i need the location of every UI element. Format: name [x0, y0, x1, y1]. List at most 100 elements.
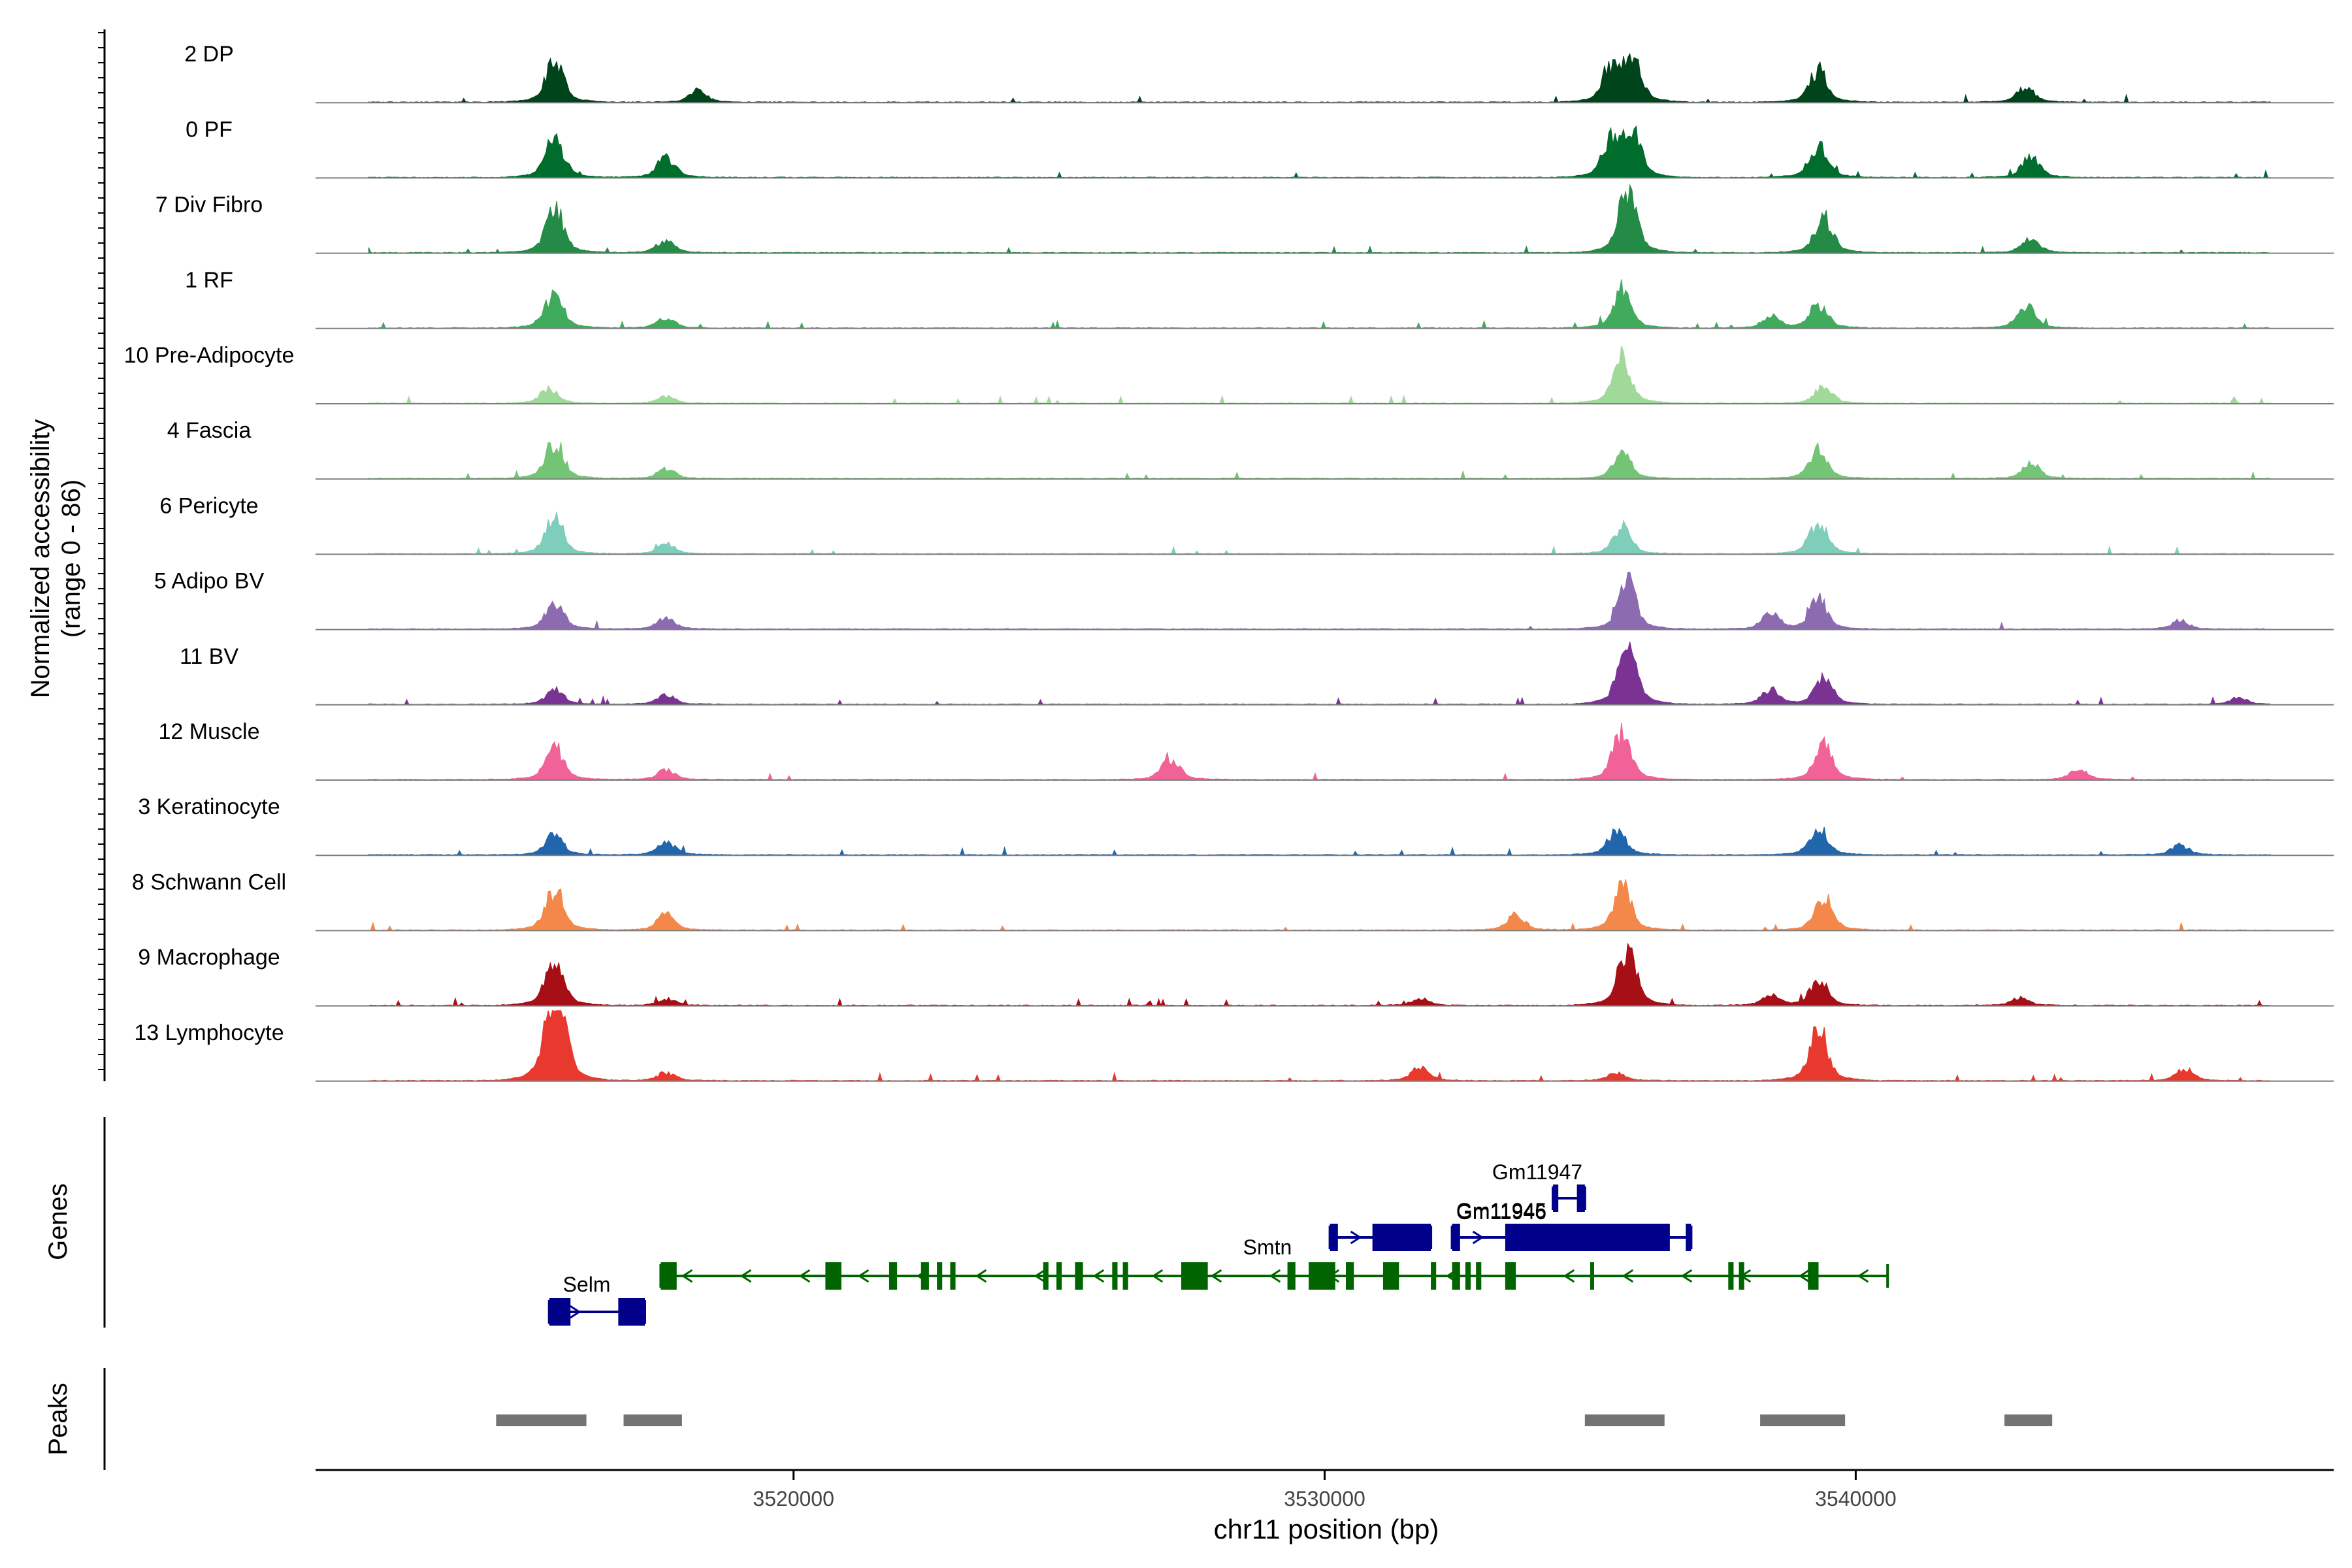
track-label: 9 Macrophage [138, 945, 280, 970]
gene-exon [889, 1262, 898, 1290]
gene-model: Gm11947 [1492, 1160, 1586, 1212]
gene-exon [1808, 1262, 1819, 1290]
strand-arrow [1034, 1269, 1046, 1283]
x-tick-label: 3520000 [753, 1487, 834, 1511]
gene-exon [1505, 1224, 1670, 1251]
gene-exon [1431, 1262, 1437, 1290]
coverage-area [368, 125, 2271, 178]
gene-exon [1452, 1262, 1460, 1290]
gene-exon [1590, 1262, 1594, 1290]
gene-label: Selm [563, 1273, 611, 1296]
coverage-area [368, 279, 2271, 330]
coverage-area [368, 442, 2271, 480]
x-axis-label: chr11 position (bp) [1214, 1514, 1439, 1544]
gene-exon [921, 1262, 929, 1290]
gene-exon [950, 1262, 956, 1290]
track-label: 12 Muscle [159, 719, 260, 744]
gene-exon [1465, 1262, 1471, 1290]
coverage-area [368, 723, 2271, 781]
peak-region [2004, 1414, 2053, 1426]
track-label: 8 Schwann Cell [132, 870, 286, 894]
strand-arrow [681, 1269, 693, 1283]
gene-exon [549, 1298, 571, 1326]
strand-arrow [1857, 1269, 1869, 1283]
track-label: 3 Keratinocyte [138, 794, 280, 819]
coverage-track: 8 Schwann Cell [132, 870, 2334, 932]
coverage-area [368, 1010, 2271, 1082]
coverage-area [368, 572, 2271, 630]
gene-exon [1043, 1262, 1049, 1290]
x-tick-label: 3530000 [1284, 1487, 1365, 1511]
track-label: 13 Lymphocyte [134, 1021, 284, 1045]
x-axis: 3520000 3530000 3540000 [316, 1469, 2334, 1511]
strand-arrow [1092, 1269, 1105, 1283]
coverage-track: 1 RF [185, 268, 2334, 330]
coverage-track: 5 Adipo BV [154, 569, 2334, 630]
strand-arrow [1350, 1230, 1362, 1245]
peaks-panel [103, 1368, 2053, 1470]
coverage-track: 6 Pericyte [159, 493, 2334, 555]
coverage-track: 10 Pre-Adipocyte [124, 343, 2334, 404]
strand-arrow [1622, 1269, 1634, 1283]
strand-arrow [975, 1269, 987, 1283]
strand-arrow [1563, 1269, 1575, 1283]
coverage-area [368, 346, 2271, 404]
gene-label-overlap: Gm11946 [1456, 1200, 1546, 1224]
gene-exon [1505, 1262, 1516, 1290]
gene-exon [1739, 1262, 1744, 1290]
peak-region [1584, 1414, 1665, 1426]
peak-region [623, 1414, 682, 1426]
strand-arrow [857, 1269, 870, 1283]
track-label: 7 Div Fibro [155, 193, 263, 218]
gene-exon [1122, 1262, 1128, 1290]
coverage-area [368, 512, 2271, 555]
gene-exon [1075, 1262, 1083, 1290]
coverage-track: 11 BV [180, 642, 2334, 706]
y-axis-label-line1: Normalized accessibility [26, 419, 55, 698]
coverage-track: 13 Lymphocyte [134, 1010, 2334, 1082]
coverage-track: 3 Keratinocyte [138, 794, 2334, 857]
track-label: 4 Fascia [167, 418, 252, 443]
gene-label: Smtn [1243, 1235, 1292, 1259]
gene-exon [1576, 1184, 1585, 1212]
y-axis-label-line2: (range 0 - 86) [57, 480, 86, 638]
gene-exon [1372, 1224, 1431, 1251]
strand-arrow [740, 1269, 752, 1283]
genes-panel: Selm Smtn Gm11945 Gm11947 Gm11946 [103, 1117, 1889, 1328]
coverage-track: 4 Fascia [167, 418, 2334, 480]
gene-exon [1287, 1262, 1296, 1290]
gene-model: Smtn [659, 1235, 1889, 1290]
strand-arrow [1472, 1230, 1484, 1245]
peaks-panel-label: Peaks [44, 1382, 73, 1455]
track-label: 5 Adipo BV [154, 569, 265, 594]
coverage-area [368, 642, 2271, 706]
coverage-panel: 2 DP 0 PF 7 Div Fibro 1 RF 10 Pre-Adipocyte 4… [98, 29, 2334, 1082]
gene-exon [1056, 1262, 1062, 1290]
gene-exon [1382, 1262, 1399, 1290]
gene-exon [1330, 1224, 1338, 1251]
gene-exon [825, 1262, 841, 1290]
track-label: 6 Pericyte [159, 493, 258, 518]
coverage-area [368, 942, 2271, 1007]
coverage-area [368, 826, 2271, 856]
gene-exon [618, 1298, 645, 1326]
gene-exon [1181, 1262, 1208, 1290]
coverage-area [368, 879, 2271, 931]
gene-model: Selm [547, 1273, 646, 1326]
gene-exon [1553, 1184, 1559, 1212]
track-label: 2 DP [184, 42, 234, 67]
peak-region [1760, 1414, 1846, 1426]
gene-exon [661, 1262, 677, 1290]
coverage-track: 7 Div Fibro [155, 184, 2334, 254]
track-label: 10 Pre-Adipocyte [124, 343, 295, 368]
gene-label: Gm11947 [1492, 1160, 1582, 1184]
strand-arrow [1269, 1269, 1281, 1283]
gene-exon [1686, 1224, 1691, 1251]
gene-model: Gm11945 [1450, 1199, 1693, 1251]
track-label: 0 PF [186, 117, 233, 142]
strand-arrow [1680, 1269, 1693, 1283]
x-tick-label: 3540000 [1815, 1487, 1897, 1511]
gene-model [1328, 1224, 1460, 1251]
strand-arrow [569, 1305, 581, 1319]
